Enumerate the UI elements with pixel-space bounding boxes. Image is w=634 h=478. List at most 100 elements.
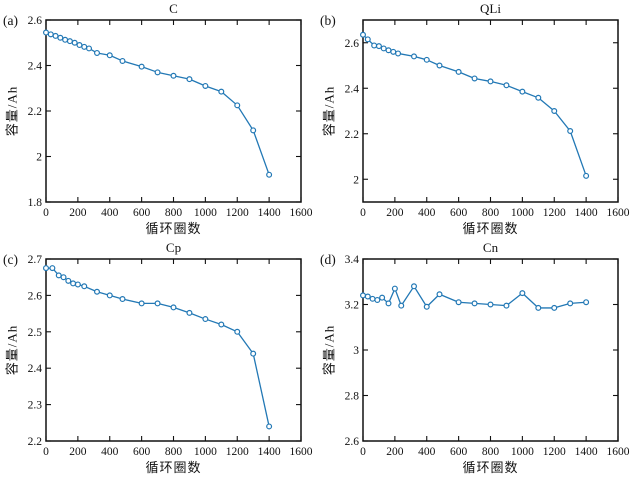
- chart-b-x-axis-label: 循环圈数: [462, 221, 519, 236]
- x-tick-label: 1000: [194, 207, 217, 219]
- data-point: [250, 350, 257, 357]
- data-point: [519, 88, 526, 95]
- y-tick-label: 2.6: [28, 290, 43, 302]
- data-point: [70, 280, 77, 287]
- x-tick-label: 1600: [290, 446, 313, 458]
- x-tick-label: 0: [43, 207, 49, 219]
- data-point: [154, 300, 161, 307]
- corner-label-b: (b): [320, 13, 336, 28]
- data-point: [364, 293, 371, 300]
- x-tick-label: 400: [418, 207, 436, 219]
- x-tick-label: 600: [450, 446, 468, 458]
- subplot-c: 0 200 400 600 800 1000 1200 1400 1600 2.2 2.3 2.4 2.…: [0, 239, 317, 478]
- data-point: [567, 300, 574, 307]
- x-tick-label: 0: [360, 446, 366, 458]
- data-point: [66, 38, 73, 45]
- y-tick-label: 2.2: [28, 436, 43, 448]
- data-point: [60, 274, 67, 281]
- plot-box: [362, 19, 619, 203]
- data-point: [364, 36, 371, 43]
- data-point: [42, 29, 49, 36]
- x-tick-label: 1200: [226, 446, 249, 458]
- x-tick-label: 1400: [258, 207, 281, 219]
- x-tick-label: 1600: [290, 207, 313, 219]
- data-point: [567, 128, 574, 135]
- data-point: [410, 283, 417, 290]
- data-point: [385, 47, 392, 54]
- data-point: [218, 88, 225, 95]
- data-point: [487, 78, 494, 85]
- chart-d-y-axis-label: 容量/Ah: [321, 324, 337, 376]
- subplot-d: 0 200 400 600 800 1000 1200 1400 1600 2.6 2.8 3 3.2 3…: [317, 239, 634, 478]
- data-point: [471, 75, 478, 82]
- data-point: [487, 301, 494, 308]
- data-point: [138, 63, 145, 70]
- data-point: [52, 32, 59, 39]
- x-tick-label: 400: [101, 446, 119, 458]
- data-point: [234, 328, 241, 335]
- x-tick-label: 1400: [575, 207, 598, 219]
- y-tick-label: 2: [353, 174, 359, 186]
- data-point: [170, 72, 177, 79]
- data-point: [398, 302, 405, 309]
- x-tick-label: 200: [69, 207, 87, 219]
- x-tick-label: 0: [43, 446, 49, 458]
- data-point: [202, 82, 209, 89]
- x-tick-label: 1400: [258, 446, 281, 458]
- data-point: [234, 102, 241, 109]
- y-tick-label: 2.5: [28, 327, 43, 339]
- data-point: [436, 291, 443, 298]
- x-tick-label: 800: [165, 207, 183, 219]
- data-point: [583, 299, 590, 306]
- data-point: [503, 82, 510, 89]
- x-tick-label: 200: [69, 446, 87, 458]
- x-tick-label: 0: [360, 207, 366, 219]
- data-point: [47, 31, 54, 38]
- chart-a-title: C: [169, 1, 178, 16]
- data-point: [359, 31, 366, 38]
- data-point: [471, 300, 478, 307]
- data-point: [202, 316, 209, 323]
- x-tick-label: 400: [101, 207, 119, 219]
- chart-d-title: Cn: [482, 240, 499, 255]
- y-tick-label: 2.4: [28, 363, 43, 375]
- chart-d-x-axis-label: 循环圈数: [462, 460, 519, 475]
- data-point: [519, 290, 526, 297]
- data-point: [65, 277, 72, 284]
- x-tick-label: 1000: [511, 207, 534, 219]
- x-tick-label: 400: [418, 446, 436, 458]
- data-point: [535, 94, 542, 101]
- y-tick-label: 2.2: [345, 129, 360, 141]
- data-point: [93, 49, 100, 56]
- chart-a-x-axis-label: 循环圈数: [145, 221, 202, 236]
- y-tick-label: 2.6: [28, 15, 43, 27]
- x-tick-label: 200: [386, 446, 404, 458]
- x-tick-label: 1200: [543, 207, 566, 219]
- data-point: [93, 288, 100, 295]
- y-tick-label: 2.3: [28, 400, 43, 412]
- subplot-a: 0 200 400 600 800 1000 1200 1400 1600 1.8 2 2.2 2.4 2…: [0, 0, 317, 239]
- x-tick-label: 1200: [543, 446, 566, 458]
- data-point: [374, 296, 381, 303]
- data-point: [583, 172, 590, 179]
- chart-c-y-axis-label: 容量/Ah: [4, 324, 20, 376]
- data-point: [250, 127, 257, 134]
- chart-d-plot: 0 200 400 600 800 1000 1200 1400 1600 2.6 2.8 3 3.2 3…: [345, 254, 630, 458]
- chart-a-y-axis-label: 容量/Ah: [4, 85, 20, 137]
- chart-b-plot: 0 200 400 600 800 1000 1200 1400 1600 2 2.2 2.4 2.6: [345, 19, 630, 219]
- y-tick-label: 3.4: [345, 254, 360, 266]
- data-point: [86, 45, 93, 52]
- y-tick-label: 3.2: [345, 300, 360, 312]
- x-tick-label: 1200: [226, 207, 249, 219]
- data-point: [423, 303, 430, 310]
- data-point: [154, 69, 161, 76]
- data-point: [218, 321, 225, 328]
- chart-c-plot: 0 200 400 600 800 1000 1200 1400 1600 2.2 2.3 2.4 2.…: [28, 254, 313, 458]
- data-point: [106, 52, 113, 59]
- y-tick-label: 2.2: [28, 106, 43, 118]
- x-tick-label: 600: [133, 207, 151, 219]
- data-point: [119, 57, 126, 64]
- data-point: [186, 309, 193, 316]
- subplot-b: 0 200 400 600 800 1000 1200 1400 1600 2 2.2 2.4 2.6 …: [317, 0, 634, 239]
- data-point: [395, 50, 402, 57]
